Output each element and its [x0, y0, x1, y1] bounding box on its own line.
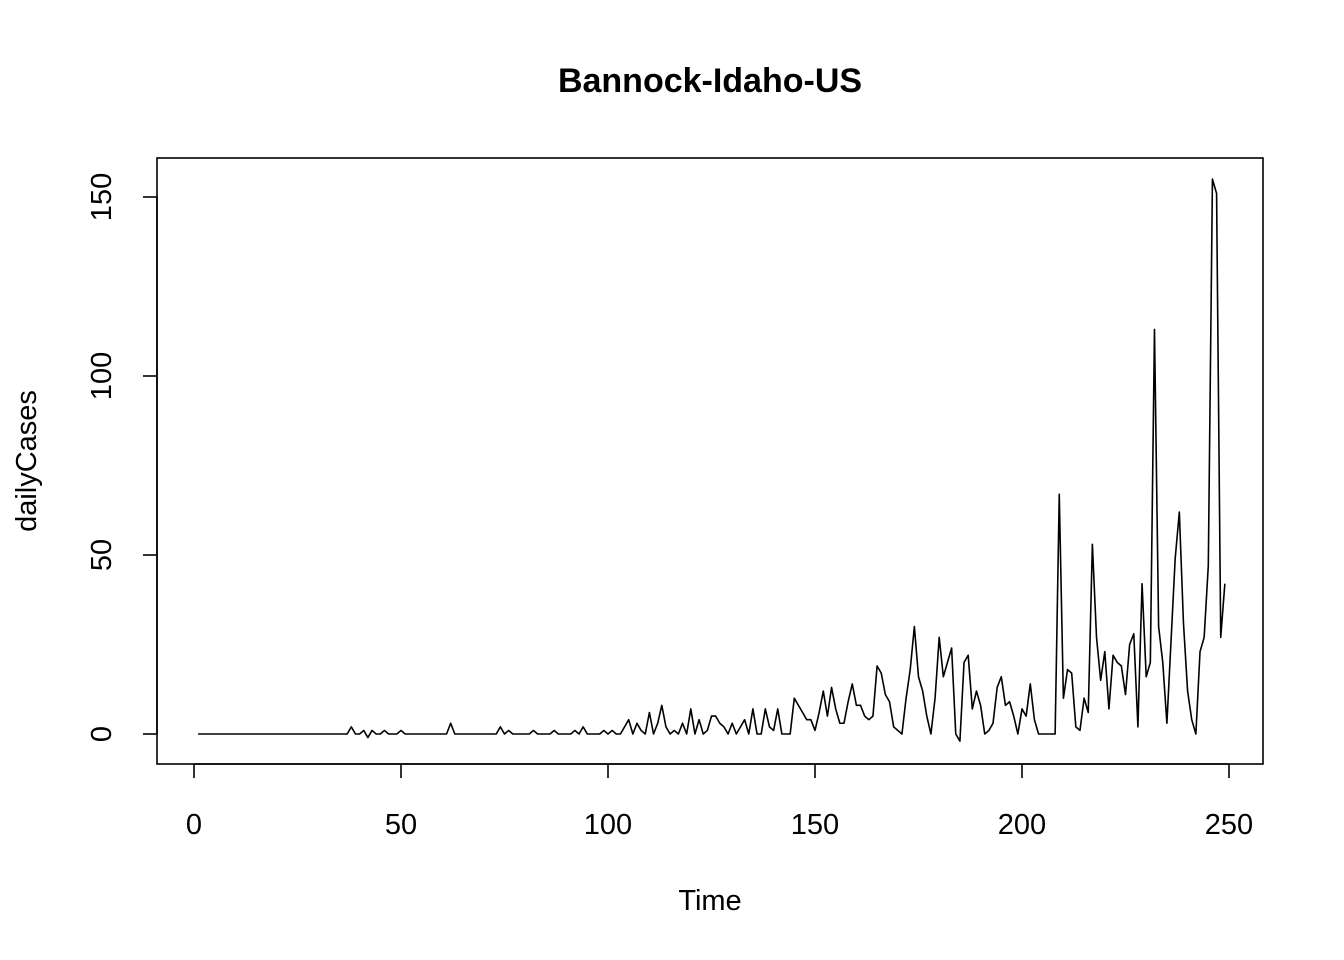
series-line-0: [198, 178, 1226, 742]
x-tick-label: 100: [584, 809, 632, 841]
x-tick-label: 250: [1205, 809, 1253, 841]
y-axis: 0 50 100 150: [86, 173, 158, 742]
y-tick-label: 100: [86, 352, 118, 400]
y-tick-label: 0: [86, 726, 118, 742]
y-axis-label: dailyCases: [11, 390, 43, 532]
x-tick-label: 150: [791, 809, 839, 841]
series-group: [198, 178, 1226, 742]
y-tick-label: 150: [86, 173, 118, 221]
x-axis-label: Time: [678, 885, 741, 917]
y-tick-label: 50: [86, 539, 118, 571]
x-tick-label: 50: [385, 809, 417, 841]
chart-title: Bannock-Idaho-US: [558, 62, 862, 100]
x-axis: 0 50 100 150 200 250: [186, 763, 1253, 841]
x-tick-label: 0: [186, 809, 202, 841]
x-tick-label: 200: [998, 809, 1046, 841]
plot-area-frame: [156, 157, 1264, 765]
